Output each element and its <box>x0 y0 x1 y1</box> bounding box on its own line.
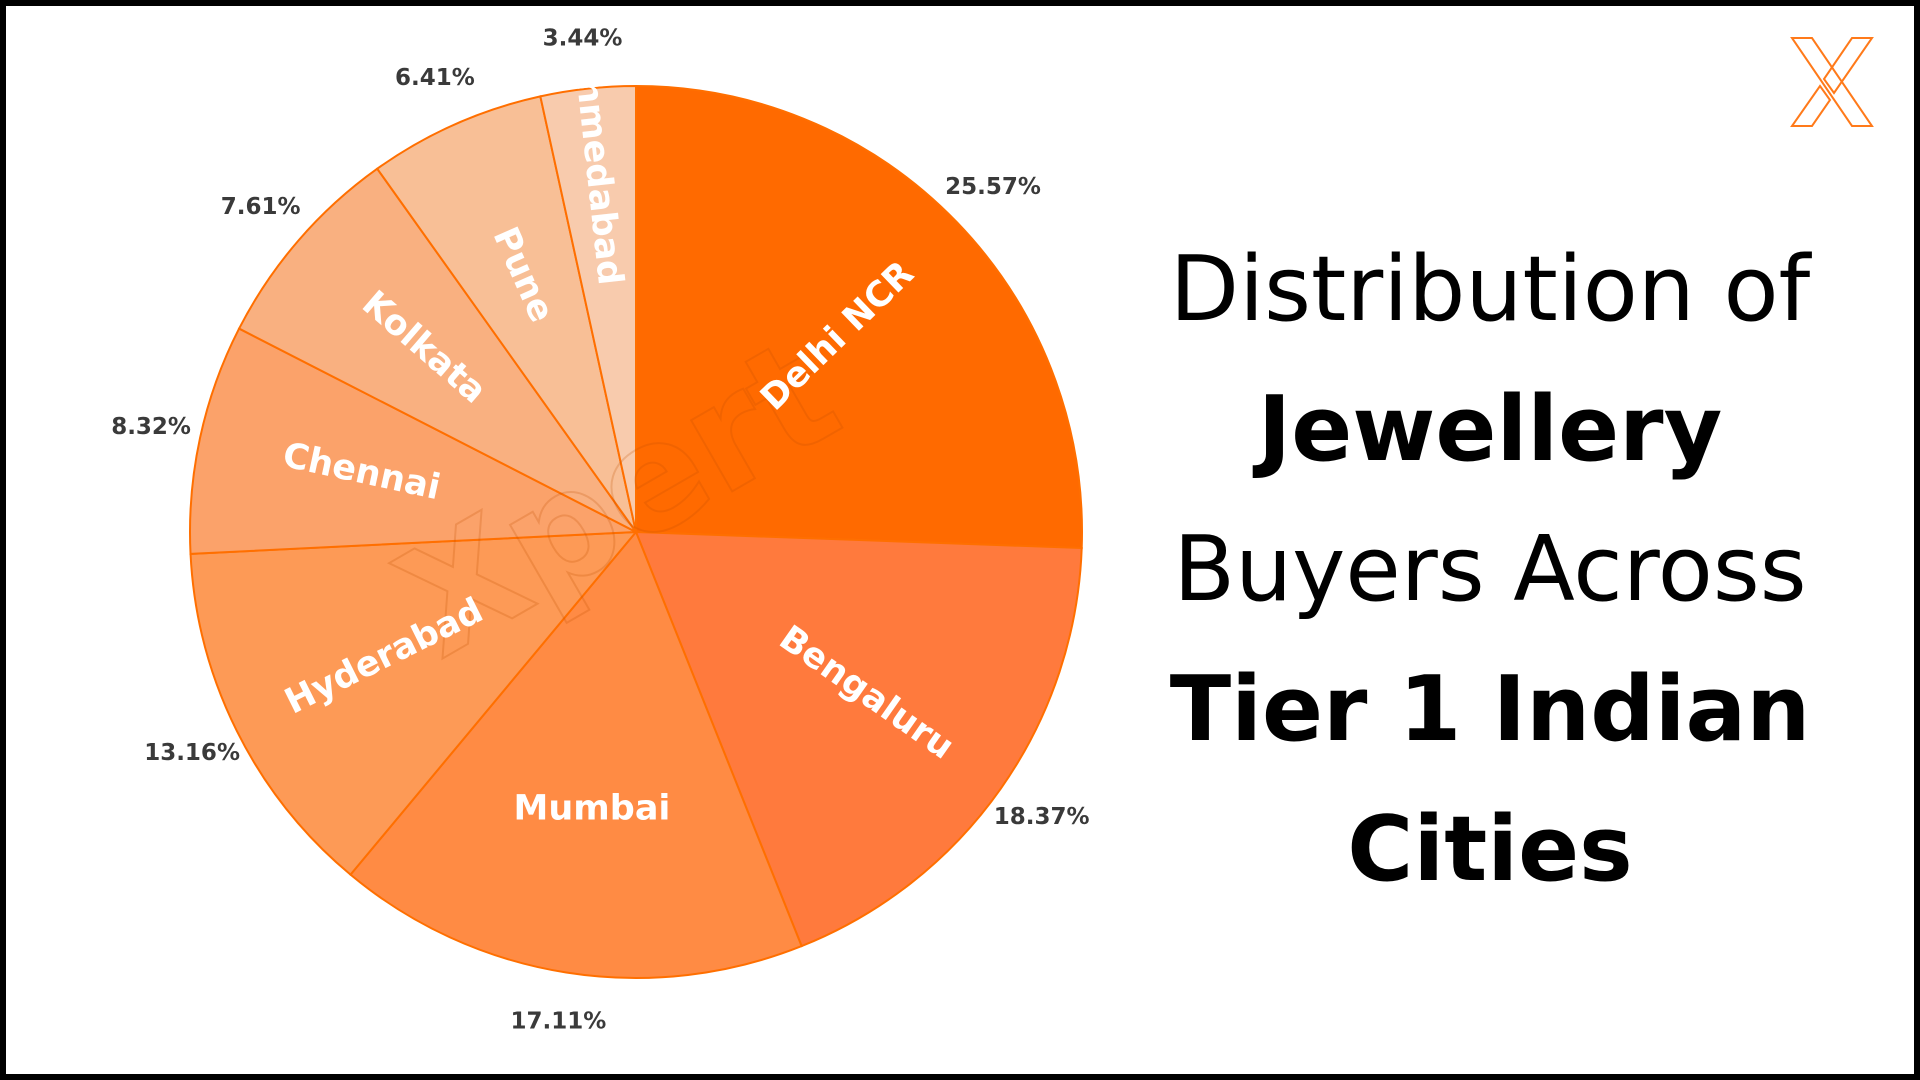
slice-label-mumbai: Mumbai <box>514 789 671 829</box>
value-label-chennai: 8.32% <box>111 414 191 440</box>
chart-title: Distribution of Jewellery Buyers Across … <box>1110 220 1870 920</box>
value-label-ahmedabad: 3.44% <box>543 25 623 51</box>
slice-mumbai <box>349 530 803 979</box>
slice-kolkata <box>237 167 637 533</box>
value-label-kolkata: 7.61% <box>221 194 301 220</box>
value-label-hyderabad: 13.16% <box>144 740 240 766</box>
slice-ahmedabad <box>539 84 637 533</box>
title-line-5: Cities <box>1347 797 1633 902</box>
title-line-2: Jewellery <box>1257 377 1723 482</box>
value-label-mumbai: 17.11% <box>511 1008 607 1034</box>
pie-slices <box>189 84 1083 979</box>
pie-chart: Xpert Delhi NCR25.57%Bengaluru18.37%Mumb… <box>111 25 1090 1034</box>
value-label-bengaluru: 18.37% <box>994 804 1090 830</box>
title-line-3: Buyers Across <box>1173 517 1807 622</box>
x-logo-icon <box>1790 37 1874 127</box>
title-line-4: Tier 1 Indian <box>1169 657 1811 762</box>
slice-chennai <box>189 327 640 555</box>
value-label-delhi-ncr: 25.57% <box>945 174 1041 200</box>
slice-delhi-ncr <box>635 84 1083 550</box>
title-line-1: Distribution of <box>1169 237 1811 342</box>
slice-bengaluru <box>634 530 1083 948</box>
value-label-pune: 6.41% <box>395 65 475 91</box>
slice-hyderabad <box>189 530 639 877</box>
slice-pune <box>375 95 637 533</box>
